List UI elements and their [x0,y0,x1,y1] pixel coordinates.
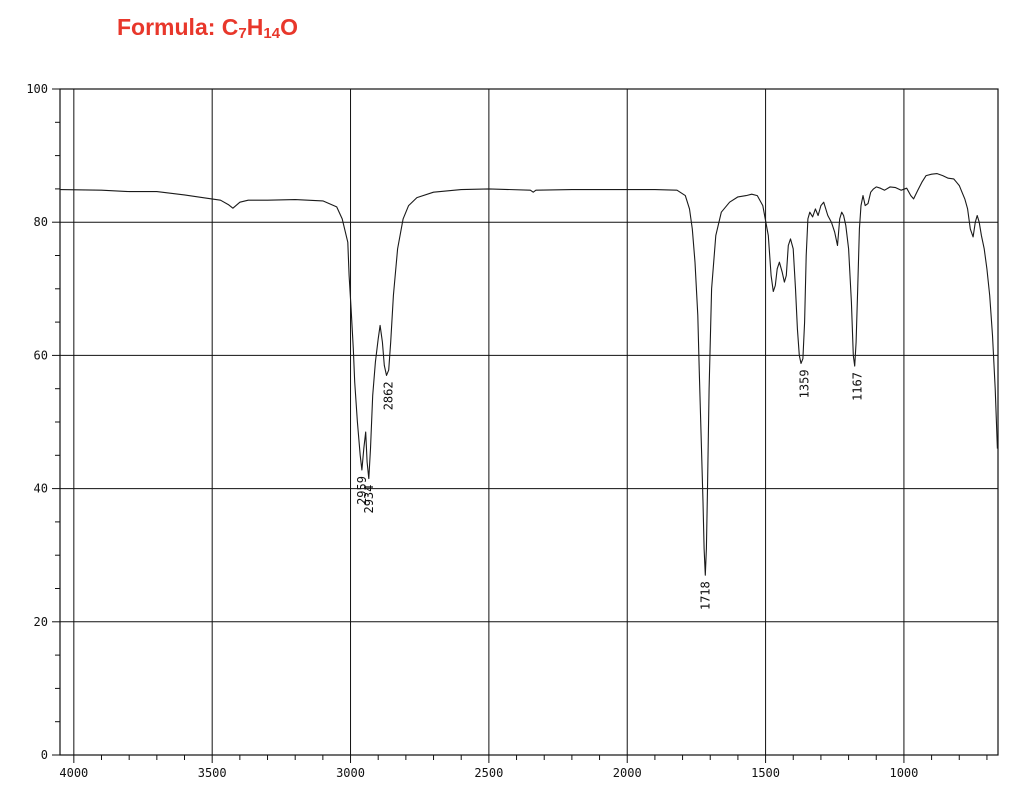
y-axis-tick-labels: 0 20 40 60 80 100 [26,82,48,762]
formula-element-0: C [221,14,239,40]
formula-subscript-0: 7 [238,25,247,42]
y-tick-label-40: 40 [34,482,48,496]
x-tick-label-1000: 1000 [889,766,918,780]
peak-label-1359: 1359 [798,369,812,398]
peak-label-1167: 1167 [851,372,865,401]
x-tick-label-2000: 2000 [613,766,642,780]
minor-ticks [55,121,988,760]
x-axis-tick-labels: 4000 3500 3000 2500 2000 1500 1000 [59,766,918,780]
y-tick-label-80: 80 [34,215,48,229]
spectrum-line [59,173,998,576]
peak-label-2862: 2862 [382,381,396,410]
x-tick-label-2500: 2500 [474,766,503,780]
y-tick-label-60: 60 [34,348,48,362]
x-tick-label-3000: 3000 [336,766,365,780]
formula-element-2: O [280,14,298,40]
peak-label-1718: 1718 [698,581,712,610]
formula-subscript-1: 14 [263,25,281,42]
x-tick-label-4000: 4000 [59,766,88,780]
formula-element-1: H [246,14,264,40]
plot-frame [59,88,999,756]
peak-label-2934: 2934 [362,485,376,514]
y-tick-label-20: 20 [34,615,48,629]
formula-title: Formula: C7H14O [117,14,298,42]
x-tick-label-3500: 3500 [198,766,227,780]
peak-label-2959: 2959 [355,476,369,505]
x-tick-label-1500: 1500 [751,766,780,780]
y-tick-label-100: 100 [26,82,48,96]
formula-prefix: Formula: [117,14,222,40]
y-tick-label-0: 0 [41,748,48,762]
